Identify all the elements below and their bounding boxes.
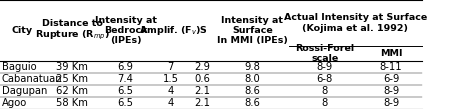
Text: 8.6: 8.6 xyxy=(245,98,260,108)
Text: 2.9: 2.9 xyxy=(195,62,210,72)
Text: Distance to
Rupture (R$_{mp}$): Distance to Rupture (R$_{mp}$) xyxy=(35,19,110,42)
Text: 6.5: 6.5 xyxy=(118,86,134,96)
Text: Intensity at
Bedrock
(IPEs): Intensity at Bedrock (IPEs) xyxy=(95,16,156,45)
Text: Cabanatuan: Cabanatuan xyxy=(2,74,63,84)
Text: 8-9: 8-9 xyxy=(383,86,399,96)
Text: Rossi-Forel
scale: Rossi-Forel scale xyxy=(295,44,354,63)
Text: 6-9: 6-9 xyxy=(383,74,399,84)
Text: 6.9: 6.9 xyxy=(118,62,134,72)
Text: Dagupan: Dagupan xyxy=(2,86,47,96)
Text: 9.8: 9.8 xyxy=(245,62,260,72)
Text: 25 Km: 25 Km xyxy=(56,74,88,84)
Text: City: City xyxy=(12,26,33,35)
Text: Agoo: Agoo xyxy=(2,98,27,108)
Text: 8-9: 8-9 xyxy=(383,98,399,108)
Text: 7.4: 7.4 xyxy=(118,74,134,84)
Text: 8: 8 xyxy=(321,98,328,108)
Text: 8-9: 8-9 xyxy=(317,62,333,72)
Text: 39 Km: 39 Km xyxy=(56,62,88,72)
Text: Actual Intensity at Surface
(Kojima et al. 1992): Actual Intensity at Surface (Kojima et a… xyxy=(284,13,427,33)
Text: S: S xyxy=(199,26,206,35)
Text: 6-8: 6-8 xyxy=(317,74,333,84)
Text: 0.6: 0.6 xyxy=(195,74,210,84)
Text: 1.5: 1.5 xyxy=(163,74,179,84)
Text: 4: 4 xyxy=(167,98,174,108)
Text: Baguio: Baguio xyxy=(2,62,36,72)
Text: 58 Km: 58 Km xyxy=(56,98,88,108)
Text: Amplif. (F$_v$): Amplif. (F$_v$) xyxy=(139,24,202,37)
Text: 6.5: 6.5 xyxy=(118,98,134,108)
Text: 8-11: 8-11 xyxy=(380,62,402,72)
Text: MMI: MMI xyxy=(380,49,402,58)
Text: 62 Km: 62 Km xyxy=(56,86,88,96)
Text: 2.1: 2.1 xyxy=(195,86,210,96)
Text: 8: 8 xyxy=(321,86,328,96)
Text: Intensity at
Surface
In MMI (IPEs): Intensity at Surface In MMI (IPEs) xyxy=(217,16,288,45)
Text: 4: 4 xyxy=(167,86,174,96)
Text: 8.6: 8.6 xyxy=(245,86,260,96)
Text: 7: 7 xyxy=(167,62,174,72)
Text: 8.0: 8.0 xyxy=(245,74,260,84)
Text: 2.1: 2.1 xyxy=(195,98,210,108)
